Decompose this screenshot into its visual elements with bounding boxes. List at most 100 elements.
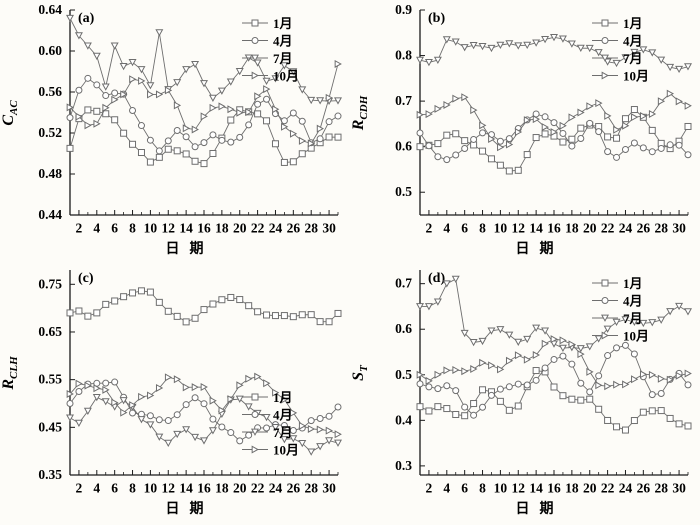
svg-text:8: 8 [129, 221, 136, 236]
svg-text:26: 26 [637, 221, 651, 236]
svg-text:12: 12 [512, 481, 526, 496]
svg-text:18: 18 [565, 221, 579, 236]
svg-text:24: 24 [619, 481, 633, 496]
svg-text:10: 10 [144, 481, 158, 496]
svg-text:20: 20 [583, 221, 597, 236]
svg-text:28: 28 [654, 221, 668, 236]
svg-text:0.9: 0.9 [395, 2, 412, 17]
svg-text:0.45: 0.45 [38, 419, 62, 434]
svg-text:26: 26 [287, 221, 301, 236]
svg-text:14: 14 [529, 481, 543, 496]
svg-text:4月: 4月 [273, 407, 293, 422]
svg-text:0.75: 0.75 [38, 276, 62, 291]
svg-text:1月: 1月 [623, 16, 643, 31]
svg-text:8: 8 [479, 481, 486, 496]
svg-text:30: 30 [672, 221, 686, 236]
svg-text:22: 22 [601, 481, 615, 496]
svg-text:(b): (b) [428, 11, 445, 26]
svg-text:18: 18 [565, 481, 579, 496]
svg-text:4月: 4月 [623, 293, 643, 308]
svg-text:1月: 1月 [623, 276, 643, 291]
svg-text:14: 14 [529, 221, 543, 236]
svg-text:26: 26 [637, 481, 651, 496]
svg-text:6: 6 [111, 481, 118, 496]
svg-text:0.7: 0.7 [395, 276, 412, 291]
svg-text:20: 20 [233, 221, 247, 236]
svg-text:2: 2 [76, 221, 83, 236]
svg-text:7月: 7月 [273, 51, 293, 66]
svg-text:10月: 10月 [623, 328, 649, 343]
svg-text:10月: 10月 [623, 68, 649, 83]
svg-text:4: 4 [443, 481, 450, 496]
svg-text:(a): (a) [78, 11, 95, 26]
svg-text:4月: 4月 [623, 33, 643, 48]
svg-text:30: 30 [322, 221, 336, 236]
svg-text:22: 22 [251, 221, 265, 236]
svg-text:1月: 1月 [273, 16, 293, 31]
svg-text:28: 28 [654, 481, 668, 496]
svg-text:0.55: 0.55 [38, 372, 62, 387]
svg-text:18: 18 [215, 221, 229, 236]
svg-text:0.6: 0.6 [395, 139, 412, 154]
svg-text:0.5: 0.5 [395, 367, 412, 382]
svg-text:4: 4 [93, 221, 100, 236]
svg-text:0.65: 0.65 [38, 324, 62, 339]
svg-text:0.48: 0.48 [38, 166, 62, 181]
svg-text:0.64: 0.64 [38, 2, 62, 17]
svg-text:12: 12 [162, 481, 176, 496]
svg-text:6: 6 [461, 481, 468, 496]
svg-text:24: 24 [619, 221, 633, 236]
svg-text:16: 16 [197, 221, 211, 236]
svg-text:0.8: 0.8 [395, 48, 412, 63]
svg-text:1月: 1月 [273, 390, 293, 405]
svg-text:20: 20 [233, 481, 247, 496]
svg-text:0.35: 0.35 [38, 467, 62, 482]
svg-text:10: 10 [144, 221, 158, 236]
svg-text:4: 4 [443, 221, 450, 236]
svg-text:20: 20 [583, 481, 597, 496]
svg-text:0.56: 0.56 [38, 84, 62, 99]
svg-text:24: 24 [269, 221, 283, 236]
svg-text:4月: 4月 [273, 33, 293, 48]
svg-text:(d): (d) [428, 271, 445, 286]
svg-text:0.52: 0.52 [38, 125, 62, 140]
svg-text:7月: 7月 [273, 425, 293, 440]
svg-text:2: 2 [76, 481, 83, 496]
svg-text:0.44: 0.44 [38, 207, 62, 222]
svg-text:16: 16 [197, 481, 211, 496]
svg-text:14: 14 [179, 481, 193, 496]
svg-text:7月: 7月 [623, 51, 643, 66]
svg-text:26: 26 [287, 481, 301, 496]
svg-text:6: 6 [111, 221, 118, 236]
svg-text:7月: 7月 [623, 311, 643, 326]
svg-text:0.60: 0.60 [38, 43, 62, 58]
svg-text:28: 28 [304, 481, 318, 496]
svg-text:2: 2 [426, 481, 433, 496]
svg-text:0.6: 0.6 [395, 321, 412, 336]
svg-text:22: 22 [251, 481, 265, 496]
svg-text:30: 30 [672, 481, 686, 496]
svg-text:18: 18 [215, 481, 229, 496]
svg-text:2: 2 [426, 221, 433, 236]
svg-text:0.5: 0.5 [395, 184, 412, 199]
svg-text:14: 14 [179, 221, 193, 236]
svg-text:0.4: 0.4 [395, 412, 412, 427]
svg-text:22: 22 [601, 221, 615, 236]
svg-text:24: 24 [269, 481, 283, 496]
svg-text:30: 30 [322, 481, 336, 496]
svg-text:10: 10 [494, 481, 508, 496]
svg-text:8: 8 [129, 481, 136, 496]
svg-text:10月: 10月 [273, 442, 299, 457]
svg-text:10月: 10月 [273, 68, 299, 83]
svg-text:6: 6 [461, 221, 468, 236]
svg-text:16: 16 [547, 481, 561, 496]
svg-text:16: 16 [547, 221, 561, 236]
svg-text:0.3: 0.3 [395, 458, 412, 473]
svg-text:12: 12 [162, 221, 176, 236]
svg-text:28: 28 [304, 221, 318, 236]
svg-text:10: 10 [494, 221, 508, 236]
svg-text:8: 8 [479, 221, 486, 236]
svg-text:(c): (c) [78, 271, 94, 286]
svg-text:0.7: 0.7 [395, 93, 412, 108]
svg-text:12: 12 [512, 221, 526, 236]
